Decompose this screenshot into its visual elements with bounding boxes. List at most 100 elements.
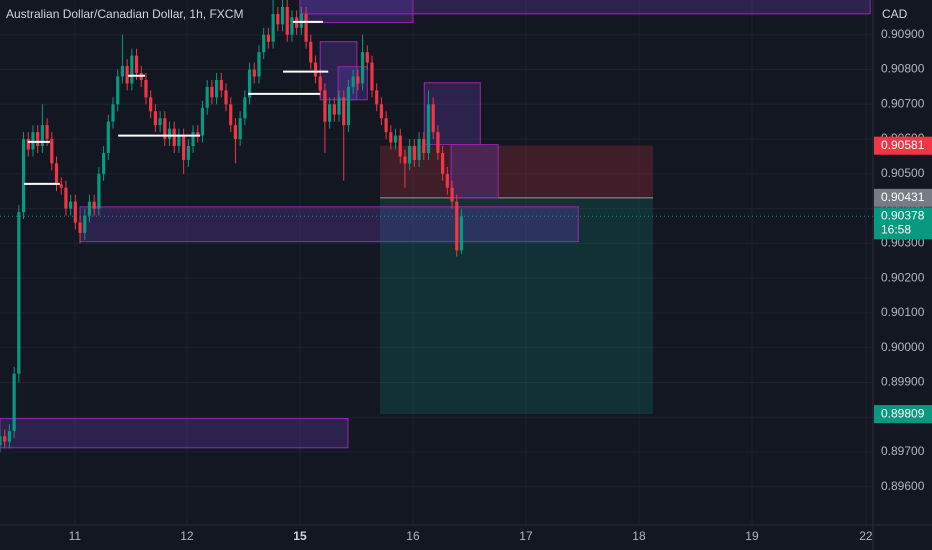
candle-body xyxy=(238,118,242,140)
candle-body xyxy=(130,55,134,84)
candle-body xyxy=(205,86,209,108)
candle-body xyxy=(64,187,68,209)
zone xyxy=(79,206,579,243)
candle-body xyxy=(426,104,431,153)
candle-body xyxy=(389,132,393,143)
candle-body xyxy=(393,135,398,143)
candle-body xyxy=(450,187,454,202)
candle-body xyxy=(163,118,167,140)
y-tick-label: 0.90100 xyxy=(881,305,925,319)
stop-area xyxy=(379,145,654,198)
y-tick-label: 0.90900 xyxy=(881,27,925,41)
countdown-label: 16:58 xyxy=(881,222,911,236)
candle-body xyxy=(398,135,402,157)
candle-body xyxy=(97,173,101,209)
candle-body xyxy=(120,66,125,77)
candle-body xyxy=(78,222,82,233)
stop-label: 0.90581 xyxy=(881,138,925,152)
candle-body xyxy=(111,104,115,122)
candle-body xyxy=(285,6,289,35)
candle-body xyxy=(87,201,92,216)
candle-body xyxy=(408,146,412,164)
candle-body xyxy=(262,34,266,53)
candle-body xyxy=(257,52,261,77)
candle-body xyxy=(455,201,459,251)
candle-body xyxy=(158,118,162,126)
candle-body xyxy=(210,86,214,98)
x-tick-label: 17 xyxy=(519,529,533,543)
candle-body xyxy=(422,139,426,153)
candle-body xyxy=(318,76,322,91)
candle-body xyxy=(101,152,106,174)
x-tick-label: 16 xyxy=(406,529,420,543)
candle-body xyxy=(224,90,228,105)
candle-body xyxy=(337,97,341,115)
candle-body xyxy=(332,104,336,115)
candle-body xyxy=(323,90,327,122)
current-price-box xyxy=(874,207,932,240)
candle-body xyxy=(83,215,87,233)
x-tick-label: 22 xyxy=(859,529,873,543)
y-tick-label: 0.90700 xyxy=(881,96,925,110)
candle-body xyxy=(59,184,63,188)
candle-body xyxy=(356,76,360,84)
y-tick-label: 0.90000 xyxy=(881,340,925,354)
candle-body xyxy=(276,13,280,25)
x-tick-label: 11 xyxy=(69,529,82,543)
x-tick-label: 15 xyxy=(293,529,307,543)
candle-body xyxy=(309,41,313,63)
candle-body xyxy=(379,104,384,119)
candle-body xyxy=(50,139,54,164)
candle-body xyxy=(346,86,351,126)
candle-body xyxy=(290,17,294,35)
candle-body xyxy=(243,97,247,119)
x-tick-label: 12 xyxy=(180,529,194,543)
target-area xyxy=(379,197,654,415)
candle-body xyxy=(370,62,374,91)
candle-body xyxy=(412,146,416,160)
y-tick-label: 0.89600 xyxy=(881,479,925,493)
candle-body xyxy=(125,66,129,84)
candle-body xyxy=(417,139,421,160)
entry-label: 0.90431 xyxy=(881,190,925,204)
candle-body xyxy=(153,111,157,126)
currency-label: CAD xyxy=(882,7,908,21)
candle-body xyxy=(375,90,379,105)
zone xyxy=(299,0,414,24)
candle-body xyxy=(26,139,30,150)
candle-body xyxy=(45,125,49,140)
candle-body xyxy=(144,79,148,98)
candle-body xyxy=(191,132,195,147)
candle-body xyxy=(247,69,252,98)
entry-label-box xyxy=(874,188,932,207)
candle-body xyxy=(3,436,7,442)
candle-body xyxy=(313,62,318,77)
zone xyxy=(450,144,499,199)
candle-body xyxy=(167,128,172,140)
stop-label-box xyxy=(874,136,932,155)
candle-body xyxy=(36,132,40,147)
candle-body xyxy=(0,436,2,446)
candle-body xyxy=(7,431,12,442)
candle-body xyxy=(365,52,369,63)
candle-body xyxy=(441,152,445,174)
candle-body xyxy=(304,13,308,42)
candle-body xyxy=(351,76,355,87)
candle-body xyxy=(229,104,233,126)
candle-body xyxy=(280,6,285,25)
y-tick-label: 0.90500 xyxy=(881,166,925,180)
candle-body xyxy=(431,104,435,133)
candle-body xyxy=(299,13,303,28)
candle-body xyxy=(54,163,59,185)
candle-body xyxy=(384,118,388,133)
candle-body xyxy=(116,76,120,105)
x-tick-label: 18 xyxy=(632,529,646,543)
candle-body xyxy=(233,125,238,140)
candle-body xyxy=(40,125,44,147)
candle-body xyxy=(196,132,200,136)
candle-body xyxy=(177,135,181,147)
candle-body xyxy=(271,13,275,42)
candle-body xyxy=(149,97,153,112)
